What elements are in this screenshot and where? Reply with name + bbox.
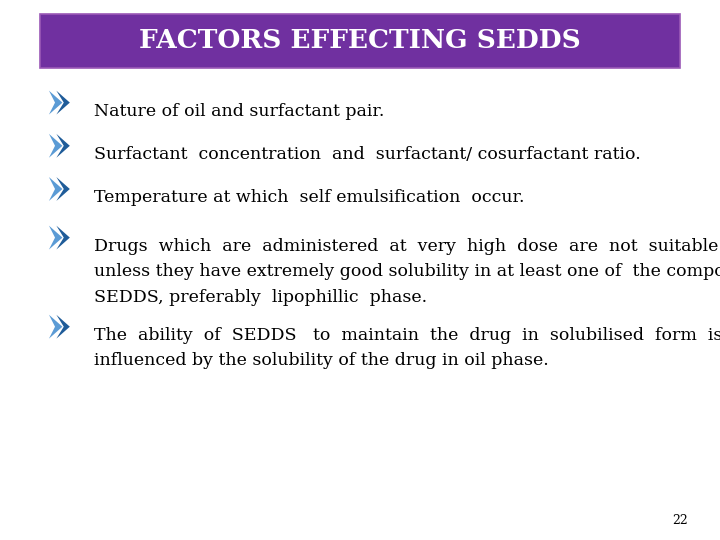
Text: The  ability  of  SEDDS   to  maintain  the  drug  in  solubilised  form  is  gr: The ability of SEDDS to maintain the dru…: [94, 327, 720, 369]
Text: Drugs  which  are  administered  at  very  high  dose  are  not  suitable  for  : Drugs which are administered at very hig…: [94, 238, 720, 306]
Polygon shape: [49, 177, 63, 201]
Text: Nature of oil and surfactant pair.: Nature of oil and surfactant pair.: [94, 103, 384, 119]
Text: Surfactant  concentration  and  surfactant/ cosurfactant ratio.: Surfactant concentration and surfactant/…: [94, 146, 640, 163]
Polygon shape: [56, 177, 70, 201]
Polygon shape: [56, 134, 70, 158]
Polygon shape: [49, 315, 63, 339]
Polygon shape: [49, 226, 63, 249]
Polygon shape: [49, 134, 63, 158]
Text: Temperature at which  self emulsification  occur.: Temperature at which self emulsification…: [94, 189, 524, 206]
Text: FACTORS EFFECTING SEDDS: FACTORS EFFECTING SEDDS: [139, 28, 581, 53]
Text: 22: 22: [672, 514, 688, 526]
Polygon shape: [56, 226, 70, 249]
Polygon shape: [56, 315, 70, 339]
FancyBboxPatch shape: [40, 14, 680, 68]
Polygon shape: [49, 91, 63, 114]
Polygon shape: [56, 91, 70, 114]
